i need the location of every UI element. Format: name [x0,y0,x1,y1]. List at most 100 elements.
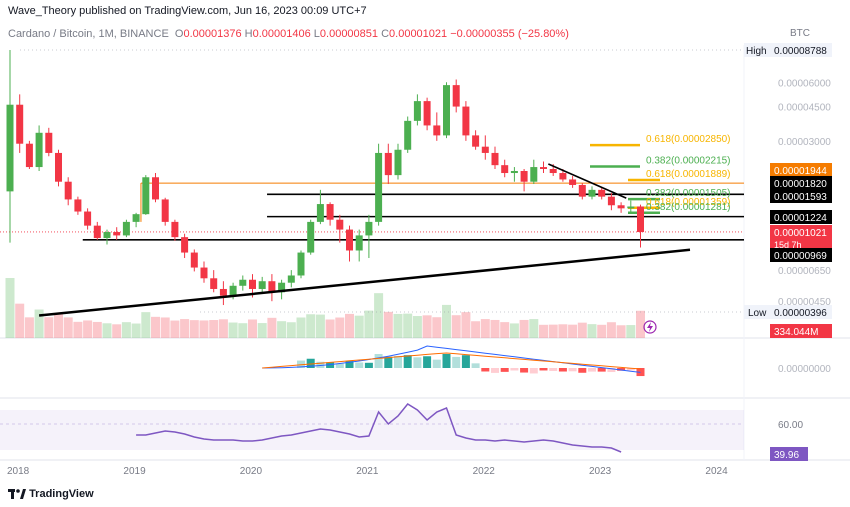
candle-body [181,237,189,253]
volume-bar [451,315,461,338]
volume-bar [141,312,151,338]
symbol-ohlc-row: Cardano / Bitcoin, 1M, BINANCE O0.000013… [8,28,569,40]
volume-bar [548,324,558,338]
volume-bar [354,315,364,338]
rsi-line [136,403,622,453]
volume-bar [471,321,481,338]
price-axis-tick: 0.00000450 [778,297,831,308]
fib-level-label: 0.618(0.00001889) [646,169,731,180]
macd-histogram-bar [364,362,373,368]
volume-bar [63,317,73,338]
candle-body [481,146,489,153]
candle-body [346,229,353,251]
volume-bar [286,322,296,338]
candle-body [171,221,179,238]
macd-histogram-bar [626,368,635,371]
volume-bar [315,314,325,338]
macd-histogram-bar [558,368,567,372]
volume-bar [306,314,316,338]
candle-body [6,104,14,192]
volume-bar [383,311,393,338]
macd-histogram-bar [500,368,509,372]
fib-level-label: 0.618(0.00002850) [646,134,731,145]
macd-histogram-bar [394,355,402,368]
candle-body [268,281,276,293]
candle-body [93,225,101,239]
volume-bar [519,319,529,338]
volume-bar [432,317,442,338]
lightning-icon-bolt [647,322,653,332]
candle-body [375,152,383,222]
time-axis-tick: 2024 [705,466,728,477]
volume-bar [257,323,267,338]
tradingview-brand[interactable]: TradingView [8,488,94,500]
price-tag: 0.00000969 [774,251,827,262]
price-axis-tick: 0.00000650 [778,266,831,277]
candle-body [297,252,305,276]
candle-body [152,177,159,200]
macd-line [262,345,641,373]
macd-histogram-bar [461,355,470,368]
macd-histogram-bar [326,362,335,368]
high-value: 0.00001406 [252,28,311,40]
volume-bar [374,293,384,338]
macd-histogram-bar [597,368,606,372]
volume-bar [597,324,607,338]
volume-bar [616,325,626,338]
candle-body [588,189,596,197]
macd-histogram-bar [423,356,432,368]
macd-histogram-bar [481,368,490,372]
publisher-line: Wave_Theory published on TradingView.com… [8,5,367,17]
high-label: High [746,46,767,57]
candle-body [491,152,499,166]
price-tag-bg [770,163,832,177]
volume-bar [490,319,500,338]
symbol-name: Cardano / Bitcoin, 1M, BINANCE [8,28,169,40]
macd-histogram-bar [432,359,441,368]
price-tag-bg [770,225,832,239]
macd-histogram-bar [568,368,577,372]
candle-body [258,281,266,289]
candle-body [520,170,528,182]
time-axis-tick: 2021 [356,466,379,477]
candle-body [219,288,227,296]
macd-histogram-bar [335,363,344,368]
high-value-tag: 0.00008788 [774,46,827,57]
macd-histogram-bar [306,358,315,368]
volume-bar [199,320,209,338]
rsi-axis-tick: 60.00 [778,420,803,431]
candle-body [287,275,295,283]
macd-histogram-bar [617,368,626,371]
volume-bar [5,278,15,338]
volume-tag-bg [770,324,832,338]
rsi-tag: 39.96 [774,450,799,461]
candle-body [413,101,421,121]
volume-bar [509,323,519,338]
volume-bar [364,310,374,338]
volume-bar [626,325,636,338]
volume-bar [529,319,539,338]
macd-histogram-bar [539,368,548,371]
candle-body [598,189,606,197]
candle-body [35,132,43,168]
fib-level-label: 0.618(0.00001359) [646,197,731,208]
volume-bar [54,313,63,338]
candle-body [462,106,470,136]
macd-histogram-bar [452,356,461,368]
volume-bar [151,316,160,338]
macd-histogram-bar [297,360,305,368]
candle-body [423,101,431,126]
volume-bar [325,319,335,338]
candle-body [394,149,402,176]
volume-bar [248,319,257,338]
low-label-bg [744,305,770,319]
price-tag: 0.00001944 [774,166,827,177]
macd-histogram-bar [403,355,412,368]
fib-level-label: 0.382(0.00001281) [646,202,731,213]
candle-body [278,282,286,293]
candle-body [326,204,334,220]
support-trendline [38,248,691,317]
volume-bar [422,315,432,338]
volume-bar [228,322,238,338]
